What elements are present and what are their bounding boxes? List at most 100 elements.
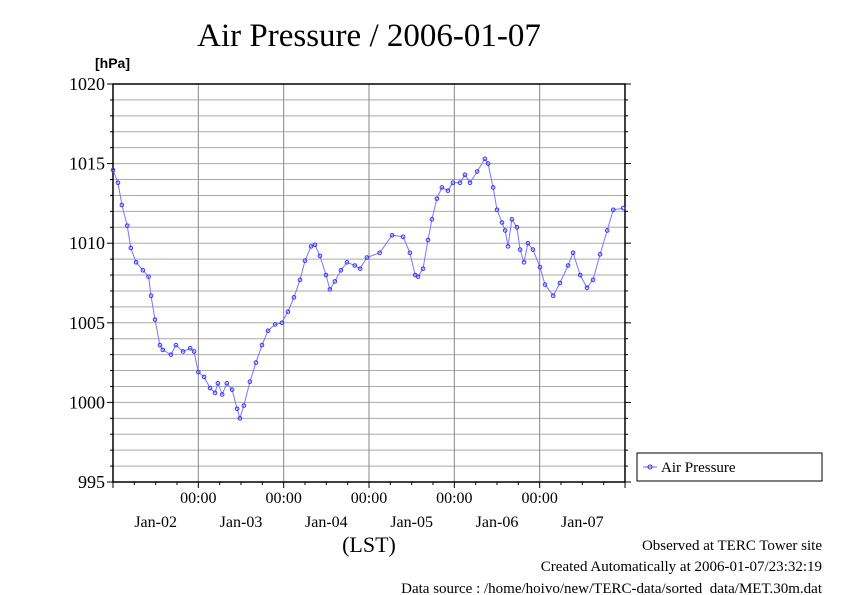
data-point: [420, 266, 426, 271]
grid: [113, 84, 625, 482]
data-point: [509, 217, 515, 222]
data-point: [168, 352, 174, 357]
data-point: [152, 317, 158, 322]
data-point: [450, 180, 456, 186]
data-point: [597, 252, 603, 257]
day-label: Jan-06: [476, 514, 519, 531]
data-point: [215, 380, 221, 386]
data-point: [196, 369, 201, 375]
data-point: [146, 274, 151, 279]
data-point: [237, 416, 243, 421]
data-point: [253, 360, 259, 365]
data-point: [323, 272, 329, 278]
x-tick-label: 00:00: [265, 490, 301, 507]
data-point: [425, 237, 431, 243]
data-point: [482, 156, 488, 162]
data-point: [207, 385, 213, 391]
data-point: [584, 285, 590, 291]
data-point: [312, 242, 318, 248]
data-point: [187, 345, 193, 351]
legend-marker: [647, 464, 653, 470]
data-point: [502, 228, 508, 233]
data-point: [247, 379, 253, 385]
data-point: [389, 232, 395, 238]
y-axis: 995 1000 1005 1010 1015 1020: [69, 74, 631, 492]
data-point: [272, 322, 278, 327]
data-point: [457, 180, 463, 186]
y-tick-label: 995: [78, 472, 105, 492]
data-point: [124, 223, 130, 228]
data-point: [317, 253, 323, 259]
data-point: [344, 260, 350, 265]
data-point: [140, 267, 146, 273]
data-point: [297, 277, 303, 283]
data-point: [537, 264, 543, 270]
data-point: [110, 167, 116, 173]
data-point: [377, 250, 382, 256]
y-tick-label: 1000: [69, 392, 105, 412]
data-point: [565, 263, 571, 268]
data-point: [191, 349, 197, 354]
data-point: [505, 244, 511, 249]
day-label: Jan-02: [134, 514, 177, 531]
footer-source: Data source : /home/hoivo/new/TERC-data/…: [401, 581, 823, 595]
data-point: [557, 280, 563, 286]
data-point: [148, 293, 154, 299]
data-point: [212, 390, 218, 396]
legend-label: Air Pressure: [661, 460, 736, 476]
x-tick-label: 00:00: [521, 490, 557, 507]
data-point: [514, 224, 520, 230]
data-point: [119, 202, 125, 208]
data-point: [530, 247, 536, 252]
series-air-pressure: [110, 156, 626, 421]
data-point: [332, 279, 338, 284]
legend-box: [636, 452, 823, 482]
data-point: [462, 172, 468, 178]
data-point: [173, 342, 179, 348]
data-point: [234, 406, 240, 412]
data-point: [352, 263, 358, 268]
data-point: [259, 342, 265, 348]
data-point: [115, 180, 121, 186]
data-point: [610, 207, 616, 213]
data-point: [327, 287, 333, 292]
data-point: [525, 240, 531, 246]
data-point: [445, 188, 451, 193]
data-point: [241, 403, 247, 408]
x-tick-label: 00:00: [351, 490, 387, 507]
data-point: [467, 180, 473, 186]
data-point: [201, 374, 207, 380]
day-label: Jan-05: [390, 514, 433, 531]
data-point: [180, 349, 186, 354]
data-point: [133, 260, 139, 265]
data-point: [219, 392, 225, 397]
data-point: [499, 220, 505, 225]
data-point: [577, 272, 583, 278]
footer-observed: Observed at TERC Tower site: [642, 538, 822, 554]
data-point: [429, 217, 435, 222]
data-point: [229, 387, 235, 392]
x-tick-label: 00:00: [180, 490, 216, 507]
data-point: [604, 228, 610, 233]
data-point: [439, 185, 445, 190]
data-point: [224, 380, 230, 386]
footer-created: Created Automatically at 2006-01-07/23:3…: [541, 559, 822, 575]
data-point: [157, 342, 163, 348]
chart-title: Air Pressure / 2006-01-07: [197, 18, 541, 54]
data-point: [550, 293, 556, 299]
y-axis-label: [hPa]: [95, 55, 130, 71]
data-point: [517, 247, 523, 252]
data-point: [490, 185, 496, 190]
y-tick-label: 1020: [69, 74, 105, 94]
data-point: [364, 255, 370, 260]
x-tick-label: 00:00: [436, 490, 472, 507]
data-point: [160, 347, 166, 353]
y-tick-label: 1005: [69, 313, 105, 333]
data-point: [474, 169, 480, 174]
data-point: [494, 207, 500, 213]
y-tick-label: 1015: [69, 154, 105, 174]
data-point: [415, 274, 421, 279]
data-point: [279, 320, 285, 326]
data-point: [291, 295, 297, 300]
